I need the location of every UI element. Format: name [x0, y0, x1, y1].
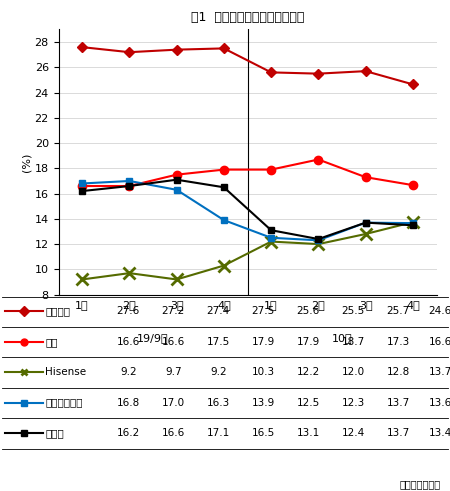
Title: 図1  メーカー別販売台数シェア: 図1 メーカー別販売台数シェア	[191, 11, 304, 24]
Text: シャープ: シャープ	[45, 306, 70, 316]
Text: 16.8: 16.8	[117, 398, 140, 408]
Text: 12.5: 12.5	[297, 398, 320, 408]
Text: 27.5: 27.5	[252, 306, 275, 316]
Text: 12.4: 12.4	[342, 428, 365, 438]
Text: 25.6: 25.6	[297, 306, 320, 316]
Text: 17.9: 17.9	[297, 337, 320, 347]
Text: 27.6: 27.6	[117, 306, 140, 316]
Text: 17.9: 17.9	[252, 337, 275, 347]
Text: ソニー: ソニー	[45, 428, 64, 438]
Text: 25.5: 25.5	[342, 306, 365, 316]
Text: 東芝: 東芝	[45, 337, 58, 347]
Text: 16.6: 16.6	[162, 337, 185, 347]
Text: 13.66: 13.66	[428, 398, 450, 408]
Text: 17.0: 17.0	[162, 398, 185, 408]
Text: 13.7: 13.7	[387, 398, 410, 408]
Text: 10.3: 10.3	[252, 367, 275, 377]
Text: 25.7: 25.7	[387, 306, 410, 316]
Text: 17.3: 17.3	[387, 337, 410, 347]
Text: 16.5: 16.5	[252, 428, 275, 438]
Text: 12.0: 12.0	[342, 367, 365, 377]
Text: 13.1: 13.1	[297, 428, 320, 438]
Text: （最大パネル）: （最大パネル）	[400, 479, 441, 489]
Text: 16.6: 16.6	[162, 428, 185, 438]
Text: 13.74: 13.74	[428, 367, 450, 377]
Text: 13.49: 13.49	[428, 428, 450, 438]
Text: 9.7: 9.7	[165, 367, 181, 377]
Text: 27.4: 27.4	[207, 306, 230, 316]
Text: 27.2: 27.2	[162, 306, 185, 316]
Text: パナソニック: パナソニック	[45, 398, 82, 408]
Text: 17.5: 17.5	[207, 337, 230, 347]
Text: Hisense: Hisense	[45, 367, 86, 377]
Text: 16.6: 16.6	[117, 337, 140, 347]
Text: 12.3: 12.3	[342, 398, 365, 408]
Text: 9.2: 9.2	[120, 367, 136, 377]
Text: 17.1: 17.1	[207, 428, 230, 438]
Text: 16.67: 16.67	[428, 337, 450, 347]
Text: 19/9月: 19/9月	[137, 333, 169, 344]
Text: 18.7: 18.7	[342, 337, 365, 347]
Text: 12.2: 12.2	[297, 367, 320, 377]
Y-axis label: (%): (%)	[22, 152, 32, 172]
Text: 16.3: 16.3	[207, 398, 230, 408]
Text: 16.2: 16.2	[117, 428, 140, 438]
Text: 12.8: 12.8	[387, 367, 410, 377]
Text: 9.2: 9.2	[210, 367, 226, 377]
Text: 10月: 10月	[332, 333, 352, 344]
Text: 13.7: 13.7	[387, 428, 410, 438]
Text: 13.9: 13.9	[252, 398, 275, 408]
Text: 24.65: 24.65	[428, 306, 450, 316]
